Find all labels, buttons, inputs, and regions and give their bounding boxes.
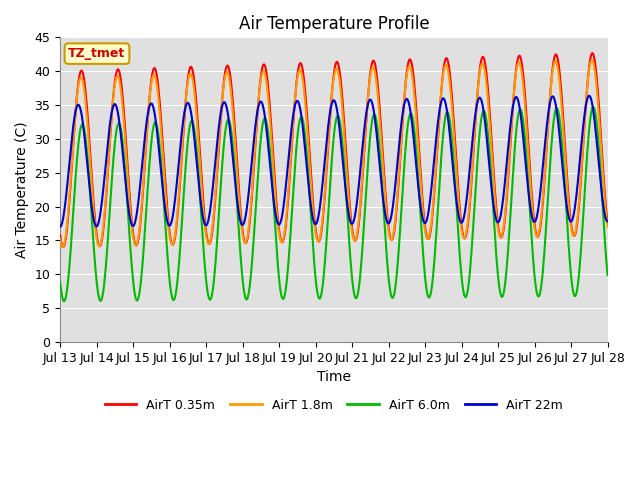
- AirT 22m: [401, 101, 408, 107]
- AirT 22m: [417, 201, 424, 207]
- AirT 6.0m: [604, 272, 611, 278]
- AirT 1.8m: [179, 136, 187, 142]
- AirT 6.0m: [60, 299, 68, 304]
- AirT 22m: [66, 153, 74, 159]
- AirT 1.8m: [208, 230, 216, 236]
- AirT 0.35m: [417, 177, 425, 183]
- AirT 1.8m: [56, 236, 64, 242]
- AirT 6.0m: [56, 279, 64, 285]
- AirT 22m: [56, 224, 64, 230]
- Text: TZ_tmet: TZ_tmet: [68, 47, 125, 60]
- X-axis label: Time: Time: [317, 370, 351, 384]
- AirT 0.35m: [179, 139, 187, 144]
- AirT 1.8m: [604, 224, 611, 229]
- Line: AirT 0.35m: AirT 0.35m: [60, 53, 607, 247]
- AirT 1.8m: [124, 166, 131, 172]
- AirT 22m: [122, 188, 130, 193]
- Y-axis label: Air Temperature (C): Air Temperature (C): [15, 121, 29, 258]
- AirT 22m: [178, 128, 186, 133]
- AirT 6.0m: [124, 197, 131, 203]
- AirT 0.35m: [56, 232, 64, 238]
- AirT 22m: [207, 202, 215, 207]
- AirT 0.35m: [401, 86, 409, 92]
- AirT 6.0m: [417, 221, 425, 227]
- AirT 0.35m: [208, 233, 216, 239]
- Line: AirT 22m: AirT 22m: [60, 96, 607, 227]
- AirT 6.0m: [67, 245, 75, 251]
- AirT 6.0m: [208, 293, 216, 299]
- AirT 0.35m: [60, 244, 67, 250]
- AirT 6.0m: [589, 104, 597, 110]
- AirT 0.35m: [589, 50, 596, 56]
- AirT 22m: [604, 218, 611, 224]
- AirT 6.0m: [179, 207, 187, 213]
- AirT 0.35m: [67, 179, 75, 184]
- AirT 1.8m: [67, 174, 75, 180]
- AirT 1.8m: [401, 87, 409, 93]
- Legend: AirT 0.35m, AirT 1.8m, AirT 6.0m, AirT 22m: AirT 0.35m, AirT 1.8m, AirT 6.0m, AirT 2…: [100, 394, 568, 417]
- Line: AirT 6.0m: AirT 6.0m: [60, 107, 607, 301]
- AirT 1.8m: [59, 244, 67, 250]
- AirT 1.8m: [417, 186, 425, 192]
- AirT 1.8m: [588, 57, 595, 63]
- Line: AirT 1.8m: AirT 1.8m: [60, 60, 607, 247]
- Title: Air Temperature Profile: Air Temperature Profile: [239, 15, 429, 33]
- AirT 6.0m: [401, 152, 409, 157]
- AirT 0.35m: [604, 220, 611, 226]
- AirT 22m: [586, 93, 593, 98]
- AirT 0.35m: [124, 156, 131, 162]
